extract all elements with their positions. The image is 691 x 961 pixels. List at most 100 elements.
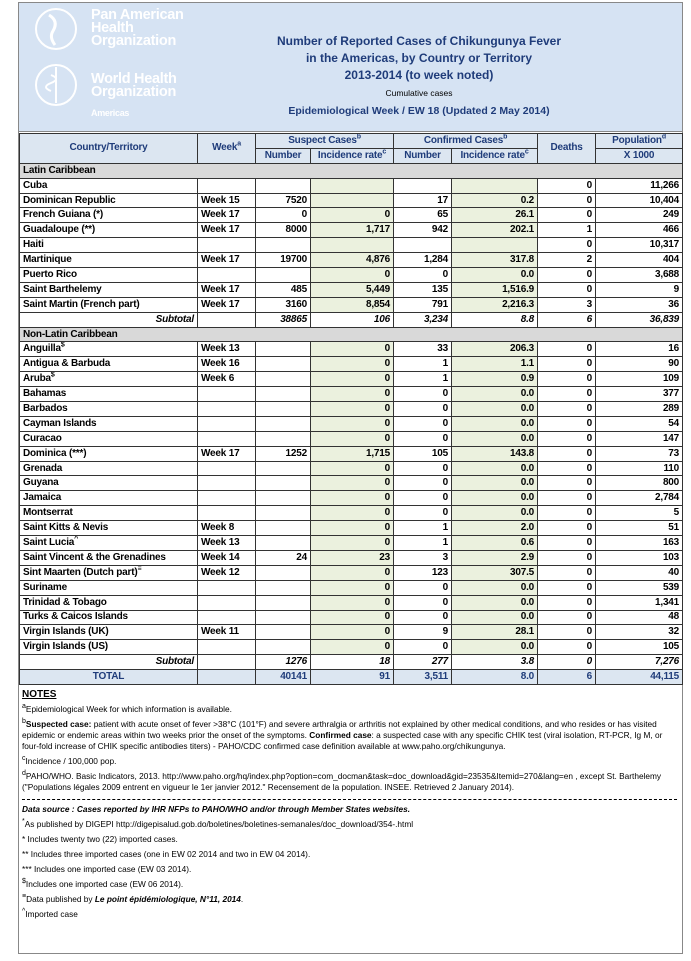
cell: 0 xyxy=(393,460,453,477)
cell xyxy=(197,639,256,656)
cell: 51 xyxy=(595,520,684,537)
note-text: Includes one imported case (EW 06 2014). xyxy=(25,879,184,889)
cell: 3.8 xyxy=(451,654,539,671)
subtotal-row: Subtotal 38865 106 3,234 8.8 6 36,839 xyxy=(19,311,684,328)
data-row: Turks & Caicos Islands 0 0 0.0 0 48 xyxy=(19,609,684,626)
country-name: Guyana xyxy=(23,477,59,489)
col-header: Country/Territory xyxy=(19,133,198,164)
note-text: As published by DIGEPI http://digepisalu… xyxy=(24,819,414,829)
country-name: French Guiana (*) xyxy=(23,209,103,221)
cell: 123 xyxy=(393,564,453,581)
country-name: Dominica (***) xyxy=(23,447,87,459)
cell xyxy=(197,401,256,417)
cell: 7,276 xyxy=(595,654,684,671)
cell xyxy=(255,639,311,656)
country: Cayman Islands xyxy=(19,415,198,432)
cell: 0 xyxy=(393,267,453,283)
country: Trinidad & Tobago xyxy=(19,594,198,611)
cell xyxy=(197,267,256,283)
country: Saint Kitts & Nevis xyxy=(19,520,198,537)
note: ≡Data published by Le point épidémiologi… xyxy=(22,893,677,905)
cell: 206.3 xyxy=(451,341,539,358)
cell: 33 xyxy=(393,341,453,358)
cell xyxy=(309,192,395,209)
cell xyxy=(255,267,311,283)
cell xyxy=(255,490,311,507)
cell: 5 xyxy=(595,505,684,522)
country: French Guiana (*) xyxy=(19,207,198,224)
cell: 0 xyxy=(537,281,597,298)
cell: 105 xyxy=(393,445,453,462)
cell: 6 xyxy=(537,669,597,685)
cell: Week 11 xyxy=(197,624,256,641)
cell xyxy=(451,237,539,254)
cell xyxy=(309,237,395,254)
section-title: Latin Caribbean xyxy=(18,162,684,179)
cell: 1.1 xyxy=(451,356,539,373)
note: * Includes twenty two (22) imported case… xyxy=(22,834,677,845)
cell: 1252 xyxy=(255,445,311,462)
data-row: Jamaica 0 0 0.0 0 2,784 xyxy=(19,490,684,507)
country-name: Barbados xyxy=(23,402,68,414)
note-text: Imported case xyxy=(25,909,78,919)
data-row: French Guiana (*) Week 17 0 0 65 26.1 0 249 xyxy=(19,207,684,224)
cell: 0 xyxy=(309,415,395,432)
org-name: World Health Organization xyxy=(91,72,177,100)
cell: 91 xyxy=(309,669,395,685)
header: Pan American Health Organization World Hea… xyxy=(19,3,682,132)
data-row: Aruba$ Week 6 0 1 0.9 0 109 xyxy=(19,371,684,388)
cell: 105 xyxy=(595,639,684,656)
data-row: Dominican Republic Week 15 7520 17 0.2 0 10,40… xyxy=(19,192,684,209)
cell: Week 17 xyxy=(197,252,256,269)
cell: 0 xyxy=(537,415,597,432)
cell: 466 xyxy=(595,222,684,239)
cell: 0 xyxy=(393,490,453,507)
note-text: ** Includes three imported cases (one in… xyxy=(22,849,311,859)
country-name: Aruba xyxy=(23,373,51,385)
country: Anguilla$ xyxy=(19,341,198,358)
cell: 36 xyxy=(595,296,684,313)
note-text: Suspected case: xyxy=(25,719,92,729)
cell: 0 xyxy=(393,639,453,656)
cell: 0 xyxy=(309,594,395,611)
cell: 0 xyxy=(537,520,597,537)
cell: 377 xyxy=(595,386,684,403)
cell: Week 17 xyxy=(197,445,256,462)
cell: 0 xyxy=(309,401,395,417)
data-row: Bahamas 0 0 0.0 0 377 xyxy=(19,386,684,403)
cell xyxy=(255,401,311,417)
note: ** Includes three imported cases (one in… xyxy=(22,849,677,860)
cell xyxy=(255,505,311,522)
cell: 289 xyxy=(595,401,684,417)
note-mark: c xyxy=(22,755,26,763)
data-row: Suriname 0 0 0.0 0 539 xyxy=(19,579,684,596)
note-text: Incidence / 100,000 pop. xyxy=(25,756,117,766)
country-name: Virgin Islands (UK) xyxy=(23,626,109,638)
cell: 0 xyxy=(393,386,453,403)
note: Data source : Cases reported by IHR NFPs… xyxy=(22,799,677,815)
cell: 0 xyxy=(393,505,453,522)
cell: 0.0 xyxy=(451,579,539,596)
cell: 143.8 xyxy=(451,445,539,462)
cell: 0 xyxy=(537,535,597,551)
cell: 0 xyxy=(537,490,597,507)
country-name: Saint Lucia xyxy=(23,536,75,548)
country: Dominican Republic xyxy=(19,192,198,209)
cell: 1 xyxy=(393,356,453,373)
col-header: Incidence ratec xyxy=(309,147,395,164)
cell xyxy=(197,177,256,194)
cell: 0.0 xyxy=(451,386,539,403)
country: Virgin Islands (UK) xyxy=(19,624,198,641)
cell: 0 xyxy=(309,475,395,492)
section-title: Non-Latin Caribbean xyxy=(18,326,684,343)
cell: 1,284 xyxy=(393,252,453,269)
cell: 0 xyxy=(309,460,395,477)
cell: 19700 xyxy=(255,252,311,269)
country-note: ^ xyxy=(74,535,79,543)
total-label: TOTAL xyxy=(19,669,198,685)
cell xyxy=(255,520,311,537)
cell xyxy=(255,624,311,641)
country-name: Saint Vincent & the Grenadines xyxy=(23,551,166,563)
note-text: Le point épidémiologique, N°11, 2014 xyxy=(94,894,241,904)
country: Cuba xyxy=(19,177,198,194)
